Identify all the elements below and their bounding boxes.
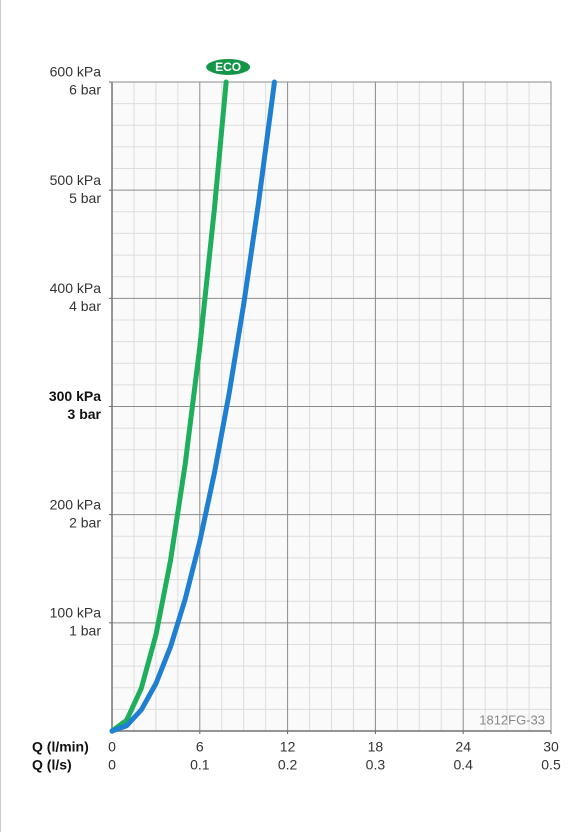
y-tick-label: 500 kPa — [50, 172, 102, 188]
x-tick-label: 24 — [455, 739, 471, 755]
y2-tick-label: 3 bar — [68, 406, 102, 422]
x-tick-label: 0 — [108, 739, 116, 755]
y-tick-label: 200 kPa — [50, 496, 102, 512]
x2-axis-label: Q (l/s) — [32, 757, 72, 773]
y-tick-label: 400 kPa — [50, 280, 102, 296]
x2-tick-label: 0.5 — [541, 757, 561, 773]
y2-tick-label: 1 bar — [69, 623, 101, 639]
x-tick-label: 30 — [543, 739, 559, 755]
y-tick-label: 100 kPa — [50, 605, 102, 621]
y2-tick-label: 4 bar — [69, 298, 101, 314]
plot-border — [111, 81, 552, 732]
x-axis-label: Q (l/min) — [32, 739, 89, 755]
y2-tick-label: 5 bar — [69, 190, 101, 206]
x2-tick-label: 0.2 — [278, 757, 298, 773]
y2-tick-label: 2 bar — [69, 514, 101, 530]
curve — [109, 79, 277, 734]
x2-tick-label: 0.4 — [453, 757, 473, 773]
model-code: 1812FG-33 — [479, 712, 545, 727]
x-tick-label: 18 — [368, 739, 384, 755]
eco-label: ECO — [215, 60, 241, 74]
x-tick-label: 12 — [280, 739, 296, 755]
eco-badge — [204, 57, 253, 77]
y-tick-label: 600 kPa — [50, 64, 102, 80]
x2-tick-label: 0 — [108, 757, 116, 773]
y2-tick-label: 6 bar — [69, 82, 101, 98]
y-tick-label: 300 kPa — [49, 388, 101, 404]
x2-tick-label: 0.3 — [366, 757, 386, 773]
x2-tick-label: 0.1 — [190, 757, 210, 773]
curve — [109, 79, 229, 734]
x-tick-label: 6 — [196, 739, 204, 755]
